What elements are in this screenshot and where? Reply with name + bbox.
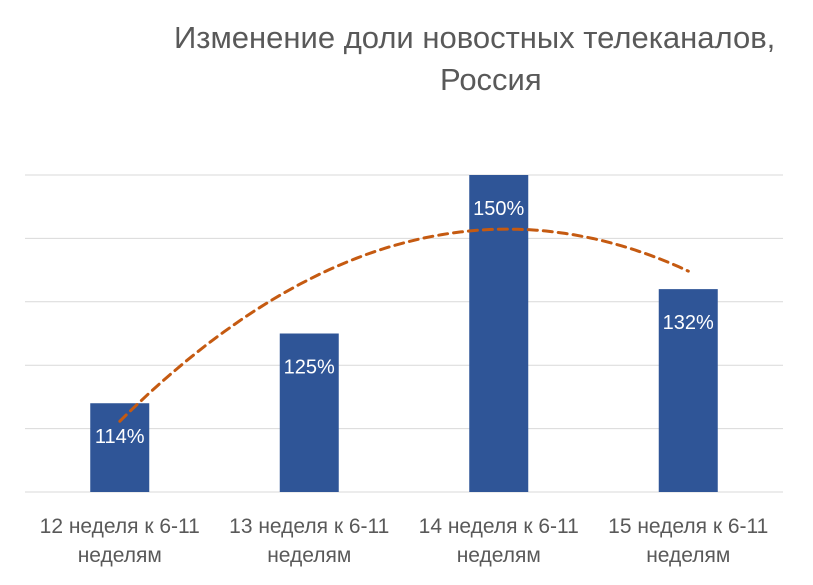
x-tick-label-2: 13 неделя к 6-11 неделям xyxy=(213,512,405,570)
x-tick-label-4-line-1: 15 неделя к 6-11 xyxy=(608,515,769,538)
data-labels: 114% 125% 150% 132% xyxy=(95,198,714,448)
chart-title-line-2: Россия xyxy=(440,62,542,97)
data-label-4: 132% xyxy=(663,312,714,334)
trendline xyxy=(118,227,690,423)
gridlines xyxy=(25,174,783,493)
x-tick-label-3-line-2: неделям xyxy=(456,544,541,567)
chart-title: Изменение доли новостных телеканалов, Ро… xyxy=(0,14,813,104)
data-label-1: 114% xyxy=(95,426,145,448)
x-tick-label-2-line-1: 13 неделя к 6-11 xyxy=(229,515,390,538)
x-tick-label-2-line-2: неделям xyxy=(267,544,352,567)
x-tick-label-3: 14 неделя к 6-11 неделям xyxy=(403,512,595,570)
trendline-group xyxy=(118,227,690,423)
x-tick-label-1-line-1: 12 неделя к 6-11 xyxy=(39,515,200,538)
x-tick-label-4-line-2: неделям xyxy=(646,544,731,567)
bar-1 xyxy=(90,403,150,492)
x-tick-label-1: 12 неделя к 6-11 неделям xyxy=(24,512,216,570)
data-label-3: 150% xyxy=(473,198,524,220)
bar-4 xyxy=(658,289,718,492)
bar-2 xyxy=(279,333,339,492)
chart-title-line-1: Изменение доли новостных телеканалов, xyxy=(174,20,776,55)
bars xyxy=(90,175,718,492)
x-tick-label-3-line-1: 14 неделя к 6-11 xyxy=(418,515,579,538)
data-label-2: 125% xyxy=(284,357,335,379)
bar-3 xyxy=(469,175,529,492)
x-tick-label-1-line-2: неделям xyxy=(77,544,162,567)
x-tick-label-4: 15 неделя к 6-11 неделям xyxy=(592,512,784,570)
